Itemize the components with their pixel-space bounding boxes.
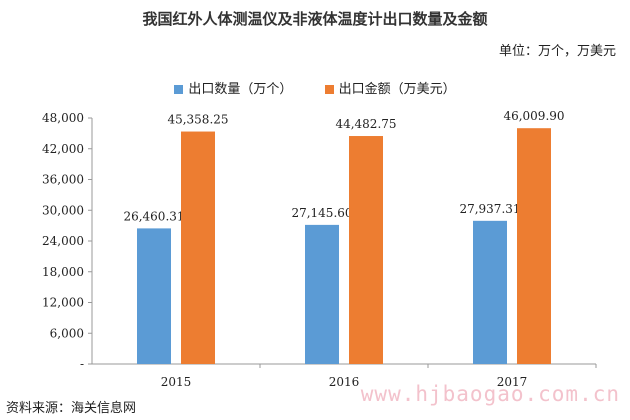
y-tick-label: 6,000 [50,326,84,340]
legend-label-amount: 出口金额（万美元） [338,82,456,97]
y-tick-label: 24,000 [42,234,84,248]
bar-quantity [473,220,507,364]
y-tick-label: - [80,357,84,371]
data-label-amount: 46,009.90 [503,109,564,123]
y-tick-label: 30,000 [42,203,84,217]
chart-title: 我国红外人体测温仪及非液体温度计出口数量及金额 [142,10,488,28]
bar-amount [517,128,551,364]
data-label-quantity: 27,145.60 [291,206,352,220]
watermark: www.hjbaogao.com.cn [360,382,620,406]
bar-amount [349,136,383,364]
data-label-amount: 44,482.75 [335,117,396,131]
legend-item-amount: 出口金额（万美元） [324,78,456,97]
legend-swatch-amount [324,85,334,94]
legend-swatch-quantity [174,85,184,94]
unit-note: 单位：万个，万美元 [498,44,616,59]
bar-amount [181,131,215,364]
y-tick-label: 42,000 [42,142,84,156]
legend-label-quantity: 出口数量（万个） [188,82,293,97]
x-tick-label: 2016 [329,375,360,389]
y-tick-label: 36,000 [42,173,84,187]
y-tick-label: 12,000 [42,296,84,310]
x-tick-label: 2015 [161,375,192,389]
bar-quantity [305,224,339,364]
data-label-quantity: 27,937.31 [459,202,520,216]
source-note: 资料来源：海关信息网 [6,401,137,416]
legend-item-quantity: 出口数量（万个） [174,78,292,97]
x-tick-label: 2017 [497,375,528,389]
y-tick-label: 48,000 [42,111,84,125]
y-tick-label: 18,000 [42,265,84,279]
data-label-amount: 45,358.25 [167,113,228,127]
data-label-quantity: 26,460.31 [123,209,184,223]
bar-quantity [137,228,171,364]
legend: 出口数量（万个） 出口金额（万美元） [0,78,630,97]
